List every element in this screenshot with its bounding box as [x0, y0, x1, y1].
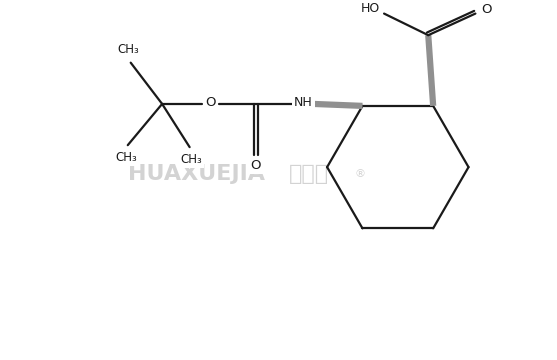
Text: HO: HO	[361, 2, 380, 15]
Text: CH₃: CH₃	[115, 152, 136, 165]
Text: ®: ®	[355, 169, 366, 179]
Text: 化学加: 化学加	[290, 164, 330, 184]
Text: O: O	[481, 3, 491, 16]
Text: CH₃: CH₃	[180, 153, 202, 166]
Text: O: O	[250, 159, 261, 172]
Text: HUAXUEJIA: HUAXUEJIA	[128, 164, 265, 184]
Text: NH: NH	[294, 96, 313, 109]
Text: O: O	[205, 96, 216, 109]
Text: CH₃: CH₃	[118, 44, 140, 57]
